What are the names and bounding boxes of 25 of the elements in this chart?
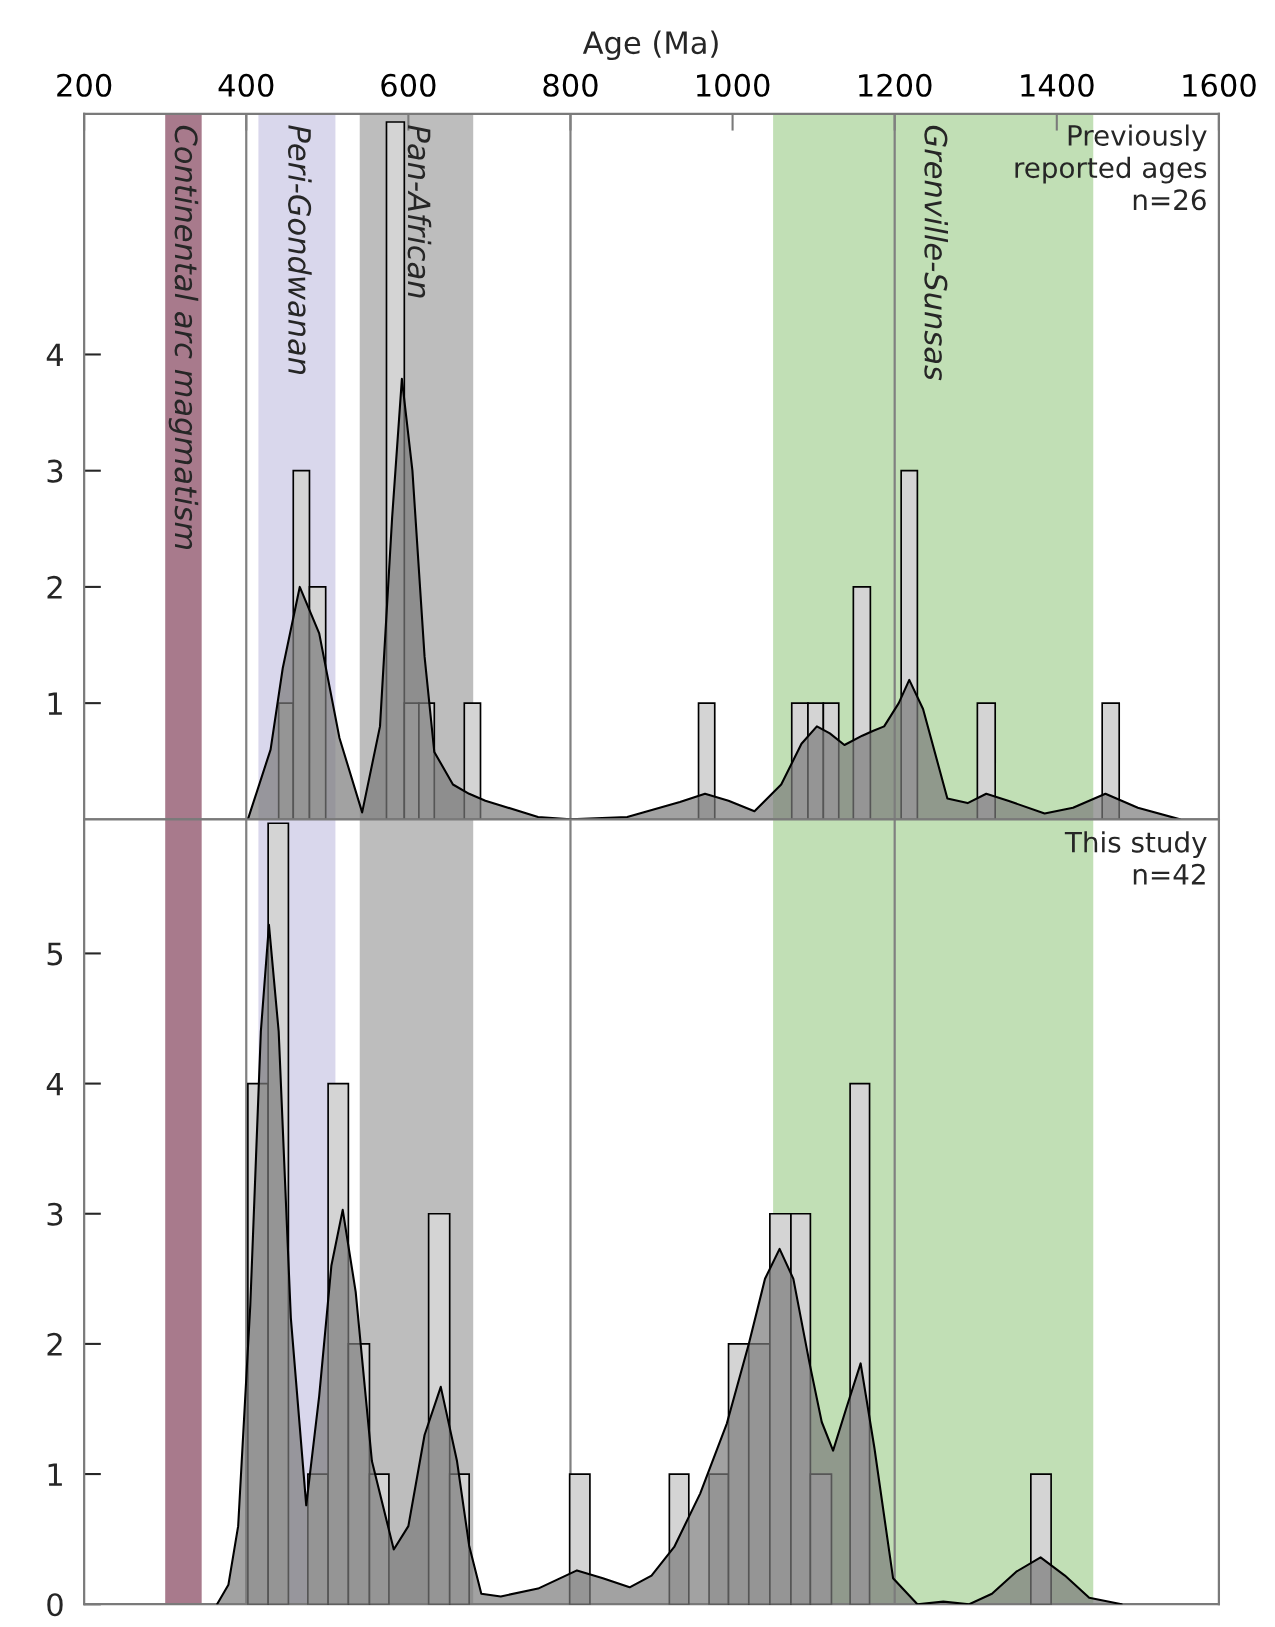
x-tick-label: 600 <box>381 73 436 97</box>
annotation: Previously reported ages n=26 <box>1015 124 1207 211</box>
y-tick-label: 5 <box>47 942 63 966</box>
y-tick-label: 3 <box>47 1202 63 1226</box>
y-tick-label: 1 <box>48 1463 62 1486</box>
y-tick-label: 2 <box>47 1332 62 1356</box>
y-tick-label: 1 <box>48 692 62 715</box>
y-tick-label: 3 <box>47 459 63 483</box>
x-tick-label: 200 <box>57 73 112 97</box>
x-tick-label: 400 <box>218 73 274 97</box>
x-tick-label: 1400 <box>1021 73 1094 97</box>
band-label: Grenville-Sunsas <box>924 125 948 381</box>
x-tick-label: 800 <box>543 73 598 97</box>
x-tick-label: 1000 <box>697 73 770 97</box>
y-tick-label: 0 <box>47 1593 63 1617</box>
y-tick-label: 2 <box>47 575 62 599</box>
x-tick-label: 1200 <box>859 73 932 97</box>
y-tick-label: 4 <box>46 343 63 367</box>
annotation: This study n=42 <box>1064 831 1207 885</box>
x-tick-label: 1600 <box>1183 73 1256 97</box>
band-label: Continental arc magmatism <box>168 125 199 550</box>
y-tick-label: 4 <box>46 1072 63 1096</box>
band-label: Peri-Gondwanan <box>288 125 312 374</box>
band-label: Pan-African <box>407 125 432 298</box>
x-axis-title: Age (Ma) <box>582 30 718 61</box>
